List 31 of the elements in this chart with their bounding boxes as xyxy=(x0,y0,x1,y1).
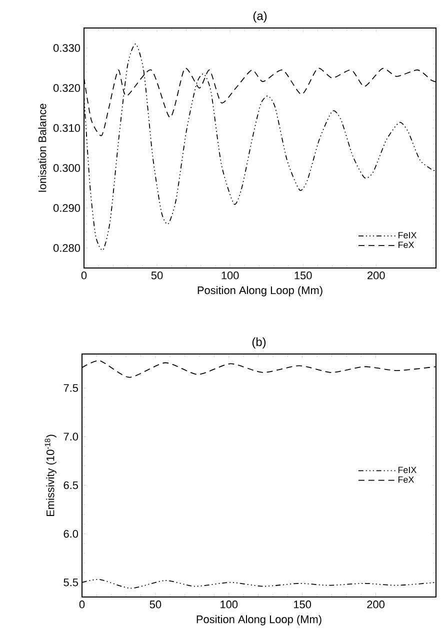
y-tick-label: 7.5 xyxy=(64,384,78,392)
x-tick-label: 200 xyxy=(367,600,384,608)
legend-label: FeIX xyxy=(398,232,417,238)
y-tick-label: 0.300 xyxy=(53,164,80,172)
x-tick-label: 150 xyxy=(294,600,312,608)
x-tick-label: 100 xyxy=(222,272,239,280)
x-tick-label: 0 xyxy=(79,600,85,608)
y-tick-label: 0.320 xyxy=(53,84,80,92)
y-tick-label: 0.280 xyxy=(53,244,80,252)
y-tick-label: 6.5 xyxy=(64,481,78,490)
y-axis-title: Emissivity (10$^{-18}$) xyxy=(44,434,56,516)
x-tick-label: 100 xyxy=(220,600,238,608)
chart-title: (b) xyxy=(252,337,266,348)
y-tick-label: 6.0 xyxy=(64,530,78,538)
y-tick-label: 5.5 xyxy=(64,578,78,586)
x-axis-title: Position Along Loop (Mm) xyxy=(196,615,322,626)
legend-label: FeX xyxy=(398,476,414,483)
y-tick-label: 0.290 xyxy=(53,204,80,212)
y-tick-label: 0.330 xyxy=(53,44,80,52)
y-axis-title: Ionisation Balance xyxy=(38,104,46,192)
legend-label: FeIX xyxy=(398,466,416,474)
x-tick-label: 50 xyxy=(150,600,162,608)
y-tick-label: 7.0 xyxy=(64,432,78,441)
y-tick-label: 0.310 xyxy=(53,124,80,132)
x-tick-label: 0 xyxy=(81,272,87,280)
x-tick-label: 200 xyxy=(368,272,385,280)
x-tick-label: 50 xyxy=(151,272,163,280)
legend-label: FeX xyxy=(398,242,414,248)
x-tick-label: 150 xyxy=(294,272,312,280)
x-axis-title: Position Along Loop (Mm) xyxy=(198,286,322,296)
chart-title: (a) xyxy=(253,11,267,22)
